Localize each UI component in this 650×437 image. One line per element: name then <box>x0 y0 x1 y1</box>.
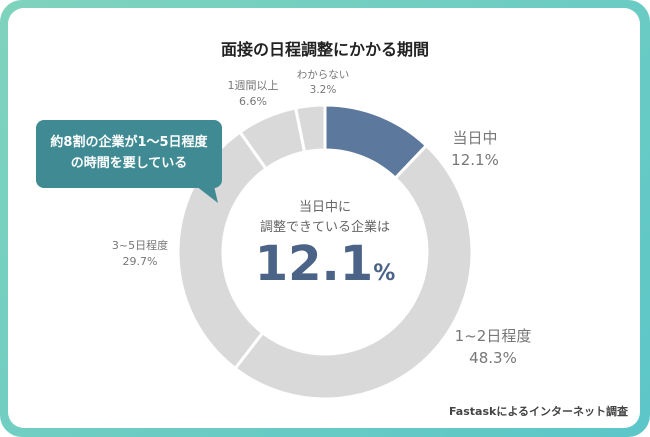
center-unit: % <box>373 261 396 286</box>
source-note: Fastaskによるインターネット調査 <box>448 405 628 418</box>
label-name: わからない <box>296 69 350 81</box>
center-line2: 調整できている企業は <box>259 220 390 235</box>
label-value: 48.3% <box>469 348 517 367</box>
label-value: 3.2% <box>309 84 337 97</box>
annotation-bubble: 約8割の企業が1～5日程度 の時間を要している <box>36 120 222 188</box>
center-line1: 当日中に <box>298 200 351 215</box>
annotation-line2: の時間を要している <box>70 156 188 171</box>
label-same-day: 当日中 12.1% <box>440 128 510 172</box>
label-1-week-plus: 1週間以上 6.6% <box>218 78 288 110</box>
donut-slice-4 <box>293 103 327 154</box>
label-name: 3~5日程度 <box>111 239 169 252</box>
center-number: 12.1 <box>254 236 374 292</box>
donut-slice-1 <box>233 143 474 401</box>
label-value: 29.7% <box>122 254 158 268</box>
label-1-2-days: 1~2日程度 48.3% <box>448 326 538 370</box>
annotation-line1: 約8割の企業が1～5日程度 <box>50 135 208 151</box>
label-name: 1週間以上 <box>227 79 279 92</box>
label-name: 1~2日程度 <box>454 327 532 345</box>
label-name: 当日中 <box>452 129 498 147</box>
chart-title: 面接の日程調整にかかる期間 <box>220 40 429 59</box>
label-3-5-days: 3~5日程度 29.7% <box>100 238 180 270</box>
label-value: 12.1% <box>451 150 499 169</box>
label-value: 6.6% <box>239 94 267 108</box>
center-value: 12.1% <box>225 236 425 292</box>
label-unknown: わからない 3.2% <box>288 68 358 98</box>
